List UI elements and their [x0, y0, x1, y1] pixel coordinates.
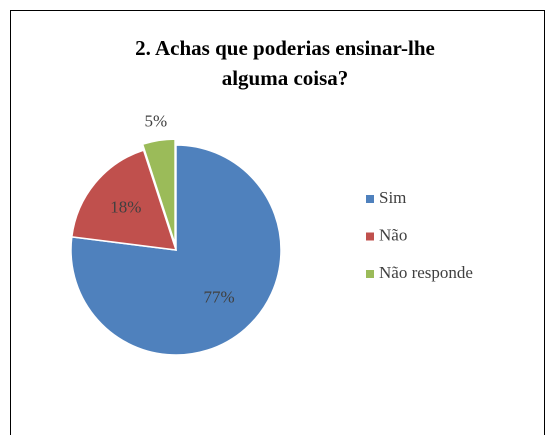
pie-slice	[70, 149, 178, 251]
legend-label: Sim	[379, 188, 406, 207]
data-label: 18%	[110, 197, 141, 216]
legend-swatch	[366, 232, 374, 241]
legend-label: Não	[379, 225, 407, 244]
chart-title: 2. Achas que poderias ensinar-lhe	[135, 36, 435, 60]
data-label: 5%	[144, 111, 167, 130]
data-label: 77%	[203, 288, 234, 307]
legend-swatch	[366, 270, 374, 278]
legend-swatch	[366, 195, 374, 203]
legend-label: Não responde	[379, 263, 473, 282]
pie-slice	[141, 138, 176, 245]
chart-title: alguma coisa?	[222, 66, 349, 90]
